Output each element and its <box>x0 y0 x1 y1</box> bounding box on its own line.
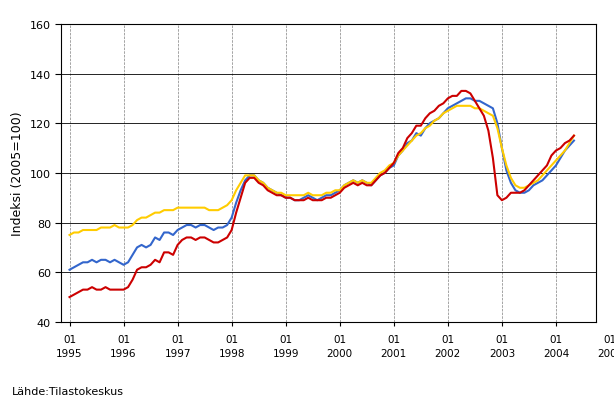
Text: 01: 01 <box>171 335 184 344</box>
Vientiliikevaihto <box>84 287 91 292</box>
Kotimaan liikevaihto <box>228 198 235 203</box>
Line: Vientiliikevaihto: Vientiliikevaihto <box>69 92 574 297</box>
Kotimaan liikevaihto <box>570 134 578 139</box>
Koko liikevaihto <box>538 178 546 183</box>
Vientiliikevaihto <box>228 228 235 233</box>
Y-axis label: Indeksi (2005=100): Indeksi (2005=100) <box>11 111 25 236</box>
Koko liikevaihto <box>228 216 235 221</box>
Kotimaan liikevaihto <box>66 233 73 238</box>
Text: 2005: 2005 <box>597 348 614 358</box>
Koko liikevaihto <box>462 97 470 102</box>
Koko liikevaihto <box>79 260 87 265</box>
Kotimaan liikevaihto <box>79 228 87 233</box>
Text: 1997: 1997 <box>165 348 191 358</box>
Text: 2000: 2000 <box>327 348 353 358</box>
Text: 01: 01 <box>604 335 614 344</box>
Koko liikevaihto <box>489 107 497 112</box>
Vientiliikevaihto <box>66 295 73 300</box>
Text: 2001: 2001 <box>381 348 407 358</box>
Text: 01: 01 <box>117 335 130 344</box>
Vientiliikevaihto <box>538 169 546 173</box>
Kotimaan liikevaihto <box>84 228 91 233</box>
Text: 01: 01 <box>225 335 238 344</box>
Text: Lähde:Tilastokeskus: Lähde:Tilastokeskus <box>12 387 124 396</box>
Kotimaan liikevaihto <box>489 114 497 119</box>
Text: 01: 01 <box>333 335 346 344</box>
Koko liikevaihto <box>444 107 451 112</box>
Text: 01: 01 <box>495 335 508 344</box>
Text: 01: 01 <box>441 335 454 344</box>
Vientiliikevaihto <box>489 156 497 161</box>
Line: Koko liikevaihto: Koko liikevaihto <box>69 99 574 270</box>
Koko liikevaihto <box>66 268 73 273</box>
Text: 1996: 1996 <box>111 348 137 358</box>
Text: 1995: 1995 <box>56 348 83 358</box>
Koko liikevaihto <box>84 260 91 265</box>
Text: 1998: 1998 <box>219 348 245 358</box>
Vientiliikevaihto <box>570 134 578 139</box>
Text: 01: 01 <box>387 335 400 344</box>
Text: 1999: 1999 <box>273 348 299 358</box>
Vientiliikevaihto <box>444 97 451 102</box>
Text: 01: 01 <box>550 335 562 344</box>
Text: 2003: 2003 <box>489 348 515 358</box>
Koko liikevaihto <box>570 139 578 144</box>
Kotimaan liikevaihto <box>453 104 460 109</box>
Kotimaan liikevaihto <box>538 173 546 178</box>
Text: 2004: 2004 <box>543 348 569 358</box>
Kotimaan liikevaihto <box>444 109 451 114</box>
Text: 01: 01 <box>63 335 76 344</box>
Vientiliikevaihto <box>457 89 465 94</box>
Text: 2002: 2002 <box>435 348 461 358</box>
Text: 01: 01 <box>279 335 292 344</box>
Vientiliikevaihto <box>79 287 87 292</box>
Line: Kotimaan liikevaihto: Kotimaan liikevaihto <box>69 107 574 235</box>
